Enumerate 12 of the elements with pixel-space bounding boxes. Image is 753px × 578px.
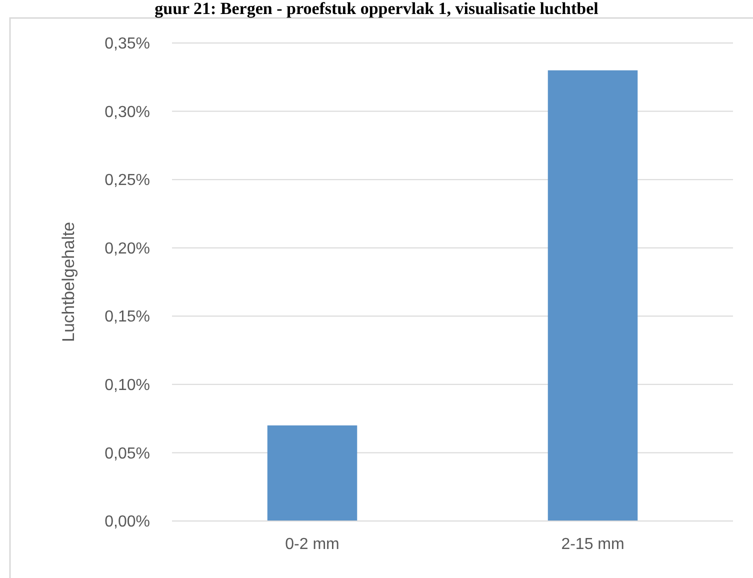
x-tick-label: 2-15 mm — [561, 536, 624, 553]
y-tick-label: 0,00% — [104, 514, 150, 531]
y-tick-label: 0,30% — [104, 104, 150, 121]
y-tick-label: 0,25% — [104, 172, 150, 190]
y-axis-title: Luchtbelgehalte — [59, 222, 78, 342]
y-tick-label: 0,15% — [104, 308, 150, 326]
y-tick-label: 0,20% — [104, 240, 150, 258]
chart-title: guur 21: Bergen - proefstuk oppervlak 1, visualisatie luchtbel — [154, 0, 599, 18]
x-tick-label: 0-2 mm — [285, 536, 340, 553]
y-tick-label: 0,35% — [104, 36, 150, 53]
y-tick-label: 0,05% — [104, 445, 150, 462]
y-tick-label: 0,10% — [104, 377, 150, 394]
